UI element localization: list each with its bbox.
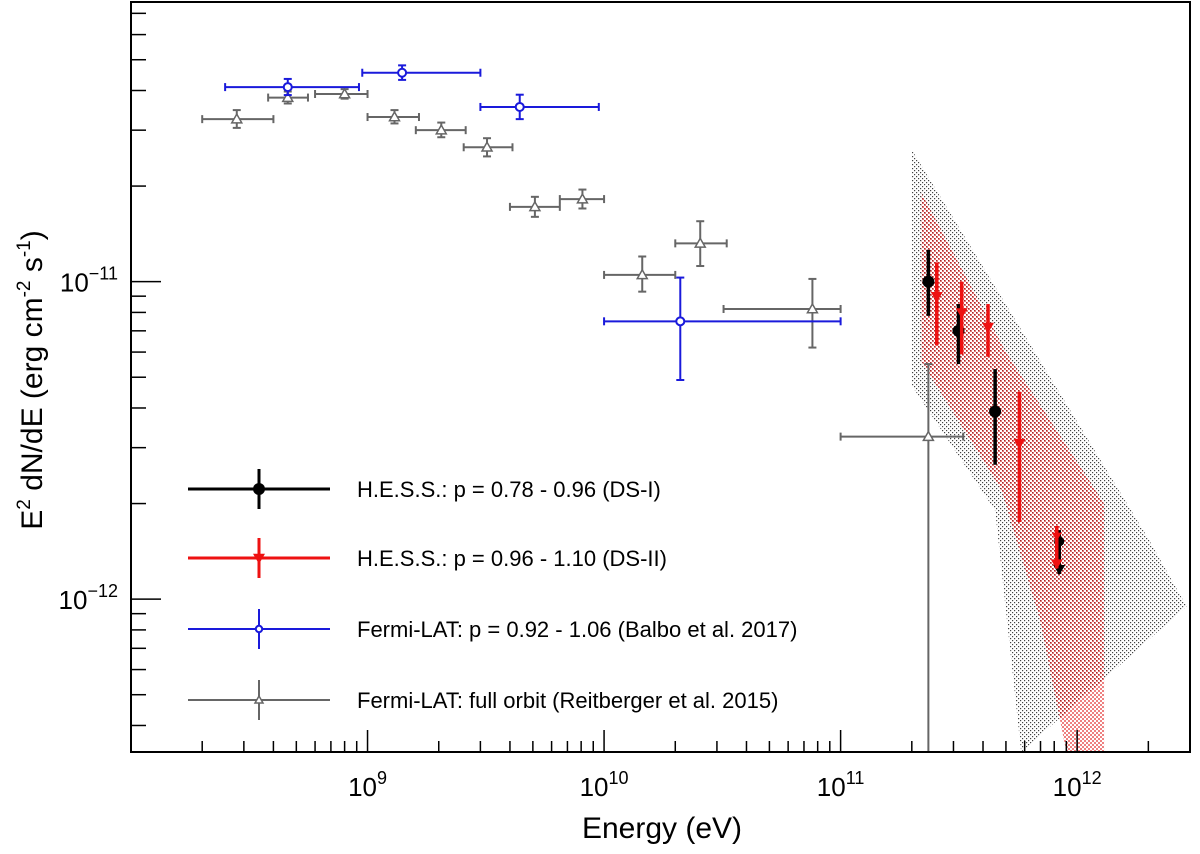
data-point	[930, 262, 943, 346]
data-point	[674, 220, 728, 268]
marker	[806, 302, 819, 314]
marker	[1051, 532, 1062, 542]
marker	[281, 91, 295, 103]
data-point	[982, 304, 995, 357]
legend-entry: H.E.S.S.: p = 0.96 - 1.10 (DS-II)	[188, 538, 667, 578]
axes: 109 1010 1011 1012 10−11 10−12 Energy (eV) E2 d…	[14, 1, 1191, 845]
data-point	[366, 109, 420, 125]
data-point	[314, 87, 369, 100]
marker	[576, 192, 589, 204]
data-point	[922, 249, 935, 316]
marker	[635, 268, 649, 280]
legend-entry: H.E.S.S.: p = 0.78 - 0.96 (DS-I)	[188, 469, 661, 509]
data-series	[201, 64, 1066, 752]
data-point	[722, 277, 842, 349]
data-point	[267, 90, 309, 105]
marker	[930, 291, 943, 303]
marker	[253, 553, 265, 564]
legend-label: Fermi-LAT: p = 0.92 - 1.06 (Balbo et al.…	[357, 617, 797, 642]
x-tick-label: 1010	[580, 768, 629, 802]
legend-entry: Fermi-LAT: p = 0.92 - 1.06 (Balbo et al.…	[188, 609, 797, 649]
marker	[253, 483, 265, 495]
data-point	[1050, 525, 1063, 570]
legend-label: Fermi-LAT: full orbit (Reitberger et al.…	[357, 688, 778, 713]
y-tick-label: 10−11	[60, 264, 118, 298]
marker	[388, 110, 401, 122]
marker	[254, 624, 264, 634]
confidence-bands	[911, 149, 1187, 752]
series-1	[224, 64, 842, 382]
legend-entry: Fermi-LAT: full orbit (Reitberger et al.…	[188, 680, 778, 720]
data-point	[414, 121, 467, 139]
series-3	[930, 262, 1063, 570]
marker	[480, 140, 494, 152]
data-point	[479, 93, 600, 121]
marker	[693, 236, 707, 248]
data-point	[603, 276, 842, 382]
legend-label: H.E.S.S.: p = 0.78 - 0.96 (DS-I)	[357, 477, 661, 502]
data-point	[224, 77, 360, 97]
x-tick-label: 1011	[817, 768, 865, 802]
y-axis-title: E2 dN/dE (erg cm-2 s-1)	[14, 230, 49, 529]
x-tick-label: 109	[348, 768, 387, 802]
marker	[989, 405, 1002, 418]
series-0	[201, 87, 965, 752]
marker	[1013, 438, 1026, 450]
marker	[434, 123, 448, 135]
marker	[675, 316, 686, 327]
legend: H.E.S.S.: p = 0.78 - 0.96 (DS-I) H.E.S.S.…	[188, 469, 797, 720]
marker	[955, 308, 968, 319]
data-point	[462, 137, 514, 158]
data-point	[1013, 391, 1026, 522]
x-axis-title: Energy (eV)	[582, 812, 742, 845]
data-point	[361, 64, 482, 81]
marker	[922, 275, 935, 288]
marker	[514, 101, 525, 112]
y-tick-label: 10−12	[59, 581, 118, 615]
data-point	[558, 188, 606, 210]
band-ds2	[921, 193, 1105, 752]
data-point	[839, 363, 965, 752]
data-point	[955, 281, 968, 355]
marker	[528, 200, 542, 212]
data-point	[603, 255, 677, 293]
upper-limit-arrow	[1050, 559, 1063, 570]
marker	[338, 87, 351, 99]
marker	[282, 82, 293, 93]
legend-label: H.E.S.S.: p = 0.96 - 1.10 (DS-II)	[357, 546, 667, 571]
data-point	[201, 109, 275, 129]
data-point	[989, 369, 1002, 465]
data-point	[508, 195, 561, 218]
marker	[230, 112, 244, 124]
marker	[922, 430, 935, 442]
marker	[982, 322, 995, 333]
marker	[253, 694, 265, 704]
marker	[397, 67, 408, 78]
x-tick-label: 1012	[1053, 768, 1102, 802]
